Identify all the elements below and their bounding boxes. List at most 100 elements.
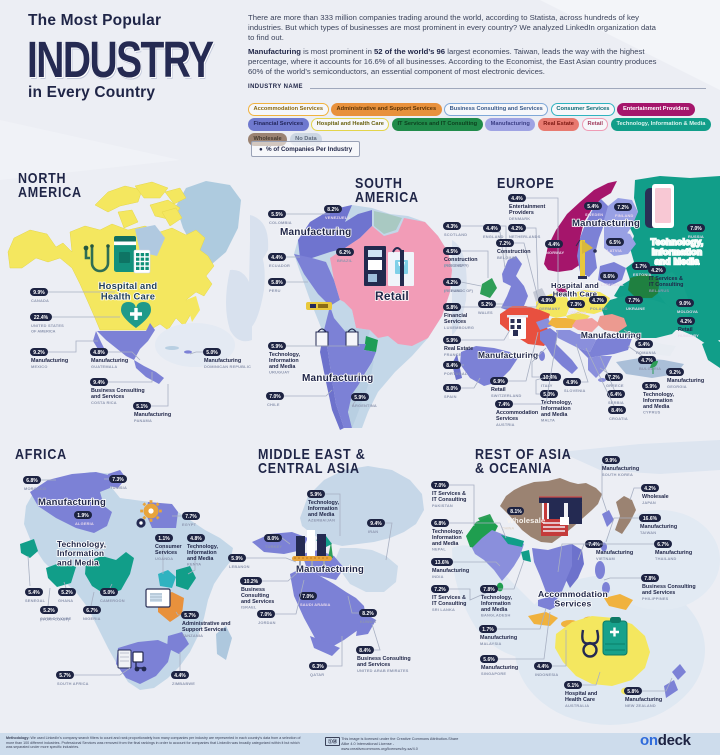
svg-text:JAPAN: JAPAN [642, 500, 656, 505]
svg-text:7.0%: 7.0% [690, 226, 702, 232]
svg-text:Manufacturing: Manufacturing [480, 635, 517, 641]
svg-text:Construction: Construction [497, 249, 531, 255]
svg-text:Technology,: Technology, [269, 352, 300, 358]
svg-text:INDONESIA: INDONESIA [535, 672, 558, 677]
svg-text:PAKISTAN: PAKISTAN [432, 503, 453, 508]
svg-text:REST OF ASIA: REST OF ASIA [475, 446, 572, 462]
svg-text:Business: Business [241, 587, 265, 593]
svg-text:JORDAN: JORDAN [258, 620, 276, 625]
svg-text:6.5%: 6.5% [609, 240, 621, 246]
svg-text:4.4%: 4.4% [548, 242, 560, 248]
svg-text:5.5%: 5.5% [271, 212, 283, 218]
svg-text:EGYPT: EGYPT [182, 522, 197, 527]
svg-text:PANAMA: PANAMA [134, 418, 152, 423]
svg-text:THAILAND: THAILAND [655, 556, 676, 561]
svg-text:8.4%: 8.4% [359, 648, 371, 654]
svg-text:Manufacturing: Manufacturing [655, 550, 692, 556]
svg-text:1.7%: 1.7% [635, 264, 647, 270]
svg-text:and Media: and Media [57, 558, 99, 567]
svg-text:NORWAY: NORWAY [546, 250, 564, 255]
svg-text:8.2%: 8.2% [362, 611, 374, 617]
svg-text:4.4%: 4.4% [271, 255, 283, 261]
svg-text:Information: Information [541, 406, 571, 412]
svg-text:CENTRAL ASIA: CENTRAL ASIA [258, 460, 360, 476]
svg-text:8.0%: 8.0% [267, 536, 279, 542]
svg-text:5.0%: 5.0% [206, 350, 218, 356]
svg-text:Information: Information [432, 535, 462, 541]
svg-text:IT Services &: IT Services & [432, 491, 466, 497]
svg-text:7.4%: 7.4% [588, 542, 600, 548]
svg-text:OF AMERICA: OF AMERICA [31, 329, 56, 334]
svg-text:SOUTH: SOUTH [355, 175, 403, 191]
svg-text:5.9%: 5.9% [446, 338, 458, 344]
svg-text:ARGENTINA: ARGENTINA [352, 403, 377, 408]
svg-text:VIETNAM: VIETNAM [596, 556, 615, 561]
svg-text:and Services: and Services [357, 662, 390, 668]
svg-text:Information: Information [57, 549, 104, 558]
svg-text:Manufacturing: Manufacturing [302, 373, 374, 384]
svg-text:4.5%: 4.5% [446, 249, 458, 255]
svg-text:GUATEMALA: GUATEMALA [91, 364, 117, 369]
svg-text:Health Care: Health Care [553, 290, 597, 299]
svg-text:AUSTRALIA: AUSTRALIA [565, 703, 589, 708]
svg-text:RUSSIA: RUSSIA [688, 234, 704, 239]
svg-text:4.2%: 4.2% [446, 280, 458, 286]
svg-text:UGANDA: UGANDA [155, 556, 173, 561]
svg-text:PORTUGAL: PORTUGAL [444, 371, 468, 376]
svg-text:Technology,: Technology, [308, 500, 339, 506]
svg-text:Manufacturing: Manufacturing [581, 330, 641, 340]
svg-text:Health Care: Health Care [101, 290, 155, 301]
svg-text:Retail: Retail [375, 289, 409, 303]
svg-text:7.4%: 7.4% [498, 402, 510, 408]
svg-text:IT Services &: IT Services & [649, 276, 683, 282]
svg-text:5.8%: 5.8% [627, 689, 639, 695]
svg-text:FRANCE: FRANCE [444, 352, 462, 357]
svg-text:& OCEANIA: & OCEANIA [475, 460, 552, 476]
svg-text:8.0%: 8.0% [446, 386, 458, 392]
svg-text:4.2%: 4.2% [680, 319, 692, 325]
svg-text:8.4%: 8.4% [611, 408, 623, 414]
svg-text:Hospital and: Hospital and [99, 280, 158, 291]
svg-text:Technology,: Technology, [187, 544, 218, 550]
svg-text:8.6%: 8.6% [603, 274, 615, 280]
svg-text:IT Consulting: IT Consulting [432, 497, 466, 503]
svg-text:Manufacturing: Manufacturing [481, 665, 518, 671]
svg-text:SCOTLAND: SCOTLAND [444, 232, 467, 237]
svg-text:7.0%: 7.0% [269, 394, 281, 400]
svg-text:Information: Information [308, 506, 338, 512]
svg-text:5.9%: 5.9% [645, 384, 657, 390]
svg-text:BANGLADESH: BANGLADESH [481, 613, 510, 618]
svg-text:BELGIUM: BELGIUM [497, 255, 516, 260]
svg-text:Technology,: Technology, [481, 595, 512, 601]
svg-text:Health Care: Health Care [565, 697, 595, 703]
svg-text:Hospital and: Hospital and [565, 691, 597, 697]
svg-text:MOLDOVA: MOLDOVA [677, 309, 698, 314]
svg-text:ALGERIA: ALGERIA [75, 521, 94, 526]
svg-text:5.0%: 5.0% [543, 392, 555, 398]
svg-text:Retail: Retail [491, 387, 506, 393]
svg-text:4.8%: 4.8% [190, 536, 202, 542]
svg-text:MIDDLE EAST &: MIDDLE EAST & [258, 446, 366, 462]
svg-text:6.1%: 6.1% [567, 683, 579, 689]
svg-text:Accommodation: Accommodation [496, 410, 538, 416]
svg-text:Manufacturing: Manufacturing [280, 227, 352, 238]
svg-text:MALAYSIA: MALAYSIA [480, 641, 502, 646]
svg-text:5.2%: 5.2% [43, 608, 55, 614]
svg-text:NIGERIA: NIGERIA [83, 616, 101, 621]
svg-text:COLOMBIA: COLOMBIA [269, 220, 292, 225]
svg-text:8.2%: 8.2% [327, 207, 339, 213]
svg-text:SWITZERLAND: SWITZERLAND [491, 393, 522, 398]
svg-text:INDIA: INDIA [432, 574, 444, 579]
svg-text:FINLAND: FINLAND [615, 213, 633, 218]
svg-text:7.0%: 7.0% [302, 594, 314, 600]
svg-text:6.8%: 6.8% [434, 521, 446, 527]
svg-text:Information: Information [187, 550, 217, 556]
svg-text:9.9%: 9.9% [33, 290, 45, 296]
svg-text:Real Estate: Real Estate [444, 346, 473, 352]
svg-text:SLOVENIA: SLOVENIA [564, 388, 586, 393]
svg-text:IRELAND: IRELAND [444, 288, 463, 293]
svg-text:9.9%: 9.9% [605, 458, 617, 464]
svg-text:CHILE: CHILE [267, 402, 280, 407]
svg-text:6.9%: 6.9% [493, 379, 505, 385]
svg-text:5.1%: 5.1% [136, 404, 148, 410]
